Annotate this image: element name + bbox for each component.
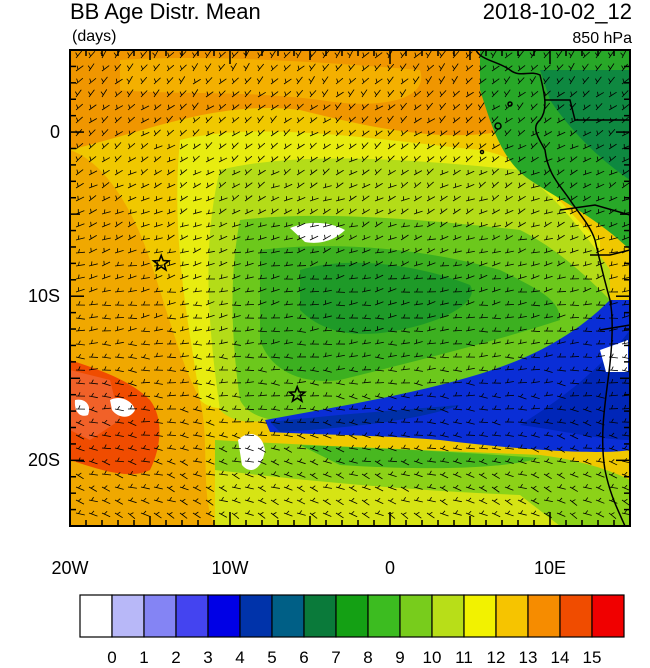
colorbar-label: 8 — [353, 648, 383, 668]
lat-label: 0 — [6, 122, 60, 142]
colorbar-label: 1 — [129, 648, 159, 668]
colorbar-label: 0 — [97, 648, 127, 668]
colorbar-swatch — [496, 595, 528, 637]
colorbar-swatch — [176, 595, 208, 637]
colorbar-label: 12 — [481, 648, 511, 668]
colorbar-label: 7 — [321, 648, 351, 668]
lon-label: 0 — [360, 558, 420, 578]
colorbar-swatch — [272, 595, 304, 637]
colorbar-swatch — [432, 595, 464, 637]
colorbar-swatch — [464, 595, 496, 637]
colorbar-swatch — [400, 595, 432, 637]
lon-label: 20W — [40, 558, 100, 578]
colorbar — [80, 595, 624, 637]
colorbar-swatch — [240, 595, 272, 637]
colorbar-swatch — [112, 595, 144, 637]
colorbar-label: 13 — [513, 648, 543, 668]
colorbar-swatch — [144, 595, 176, 637]
colorbar-label: 10 — [417, 648, 447, 668]
colorbar-label: 4 — [225, 648, 255, 668]
colorbar-swatch — [304, 595, 336, 637]
colorbar-swatch — [560, 595, 592, 637]
colorbar-label: 15 — [577, 648, 607, 668]
lat-label: 20S — [6, 450, 60, 470]
colorbar-swatch — [208, 595, 240, 637]
colorbar-label: 6 — [289, 648, 319, 668]
lat-label: 10S — [6, 286, 60, 306]
colorbar-label: 11 — [449, 648, 479, 668]
colorbar-label: 3 — [193, 648, 223, 668]
colorbar-label: 14 — [545, 648, 575, 668]
colorbar-swatch — [528, 595, 560, 637]
colorbar-swatch — [368, 595, 400, 637]
colorbar-swatch — [80, 595, 112, 637]
lon-label: 10E — [520, 558, 580, 578]
colorbar-label: 5 — [257, 648, 287, 668]
colorbar-label: 2 — [161, 648, 191, 668]
colorbar-swatch — [336, 595, 368, 637]
colorbar-label: 9 — [385, 648, 415, 668]
lon-label: 10W — [200, 558, 260, 578]
colorbar-swatch — [592, 595, 624, 637]
